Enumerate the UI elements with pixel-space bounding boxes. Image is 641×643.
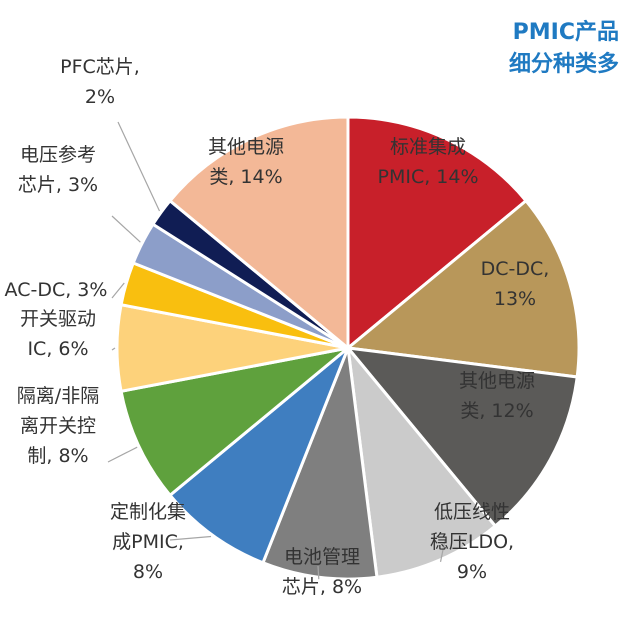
- slice-label-7-line-1: 隔离/非隔: [17, 385, 99, 407]
- leader-line-4: [439, 539, 446, 562]
- slice-label-10-line-2: 芯片, 3%: [18, 174, 98, 196]
- pie-slice-12: [167, 115, 350, 352]
- slice-label-6-line-1: 定制化集: [110, 501, 186, 523]
- slice-label-1-line-2: PMIC, 14%: [377, 166, 478, 188]
- slice-label-11-line-2: 2%: [85, 86, 115, 108]
- pie-slices: [115, 115, 581, 581]
- slice-label-6: 定制化集成PMIC, 8%: [110, 501, 186, 583]
- slice-label-2: DC-DC, 13%: [481, 258, 550, 310]
- slice-label-8: 开关驱动 IC, 6%: [20, 308, 96, 360]
- slice-label-9-line-1: AC-DC, 3%: [5, 279, 108, 301]
- slice-label-7-line-3: 制, 8%: [27, 445, 88, 467]
- slice-label-2-line-2: 13%: [494, 288, 536, 310]
- slice-label-3-line-1: 其他电源: [459, 370, 535, 392]
- slice-label-9: AC-DC, 3%: [5, 279, 108, 301]
- slice-label-10-line-1: 电压参考: [20, 144, 96, 166]
- pie-slice-7: [119, 346, 349, 498]
- slice-label-5-line-2: 芯片, 8%: [282, 576, 362, 598]
- pie-slice-6: [167, 346, 350, 565]
- slice-label-11-line-1: PFC芯片,: [60, 56, 140, 78]
- slice-label-6-line-2: 成PMIC,: [112, 531, 184, 553]
- slice-label-4: 低压线性稳压LDO, 9%: [430, 501, 514, 583]
- leader-line-7: [107, 446, 138, 463]
- slice-label-8-line-1: 开关驱动: [20, 308, 96, 330]
- slice-label-12-line-2: 类, 14%: [209, 166, 282, 188]
- leader-line-11: [117, 121, 161, 212]
- slice-label-5: 电池管理芯片, 8%: [282, 546, 362, 598]
- slice-label-2-line-1: DC-DC,: [481, 258, 550, 280]
- leader-lines: [107, 121, 446, 580]
- leader-line-6: [169, 535, 212, 541]
- slice-label-1: 标准集成 PMIC, 14%: [377, 136, 478, 188]
- slice-label-7: 隔离/非隔离开关控制, 8%: [17, 385, 99, 467]
- pie-slice-3: [344, 346, 579, 529]
- slice-label-1-line-1: 标准集成: [390, 136, 466, 158]
- slice-label-7-line-2: 离开关控: [20, 415, 96, 437]
- slice-label-4-line-1: 低压线性: [434, 501, 510, 523]
- leader-line-10: [111, 215, 141, 243]
- pie-slice-1: [346, 115, 529, 352]
- slice-label-12-line-1: 其他电源: [208, 136, 284, 158]
- slice-label-6-line-3: 8%: [133, 561, 163, 583]
- slice-label-3: 其他电源类, 12%: [459, 370, 535, 422]
- pie-slice-4: [345, 343, 498, 579]
- slice-label-12: 其他电源类, 14%: [208, 136, 284, 188]
- leader-line-9: [111, 282, 125, 299]
- slice-label-4-line-2: 稳压LDO,: [430, 531, 514, 553]
- slice-label-3-line-2: 类, 12%: [460, 400, 533, 422]
- leader-line-8: [111, 347, 116, 351]
- slice-label-11: PFC芯片, 2%: [60, 56, 140, 108]
- pie-slice-2: [344, 198, 581, 379]
- chart-title-line-2: 细分种类多: [508, 52, 619, 77]
- leader-line-5: [317, 565, 320, 580]
- slice-label-8-line-2: IC, 6%: [27, 338, 88, 360]
- slice-labels: 标准集成 PMIC, 14% DC-DC, 13% 其他电源类, 12% 低压线性稳压LD…: [5, 56, 550, 598]
- slice-label-5-line-1: 电池管理: [284, 546, 360, 568]
- slice-label-10: 电压参考芯片, 3%: [18, 144, 98, 196]
- chart-title-line-1: PMIC产品: [512, 20, 619, 45]
- slice-label-4-line-3: 9%: [457, 561, 487, 583]
